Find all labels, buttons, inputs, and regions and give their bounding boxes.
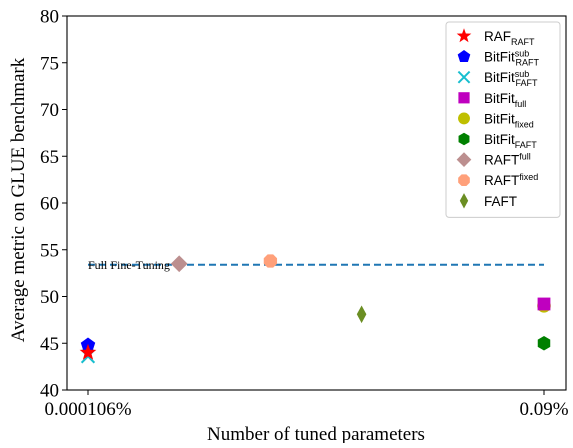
axes-group: 40 45 50 55 60 65 70 75 80 0.000106% 0.09% (40, 7, 569, 421)
legend-entry-label: BitFitsub FAFT (484, 69, 538, 88)
x-marker-stroke (457, 70, 471, 84)
legend-circle-marker (458, 112, 470, 125)
y-tick-label: 50 (40, 287, 59, 308)
y-tick-label: 55 (40, 240, 59, 261)
legend-box (445, 21, 561, 218)
legend-square-marker (458, 92, 470, 104)
points-group (79, 254, 551, 364)
legend-entry-label: RAFTfixed (484, 172, 538, 188)
legend-entry-label: BitFitsub RAFT (484, 49, 539, 68)
data-point-hexagon-marker (537, 336, 551, 351)
data-point-square-marker (537, 297, 551, 311)
x-axis-label: Number of tuned parameters (207, 424, 425, 443)
legend-entry-label: BitFitfull (484, 91, 526, 109)
legend-octagon-marker (458, 174, 470, 187)
x-tick-label: 0.000106% (44, 399, 131, 420)
x-tick-label: 0.09% (519, 399, 568, 420)
legend-pentagon-marker (457, 49, 471, 62)
y-tick-label: 75 (40, 53, 59, 74)
legend-x-marker (457, 70, 471, 84)
data-point-diamond-marker (170, 255, 188, 273)
legend-thin_diamond-marker (459, 193, 469, 209)
full-fine-tuning-label: Full Fine-Tuning (88, 258, 170, 272)
legend-entry-label: RAFRAFT (484, 29, 535, 47)
y-tick-label: 70 (40, 100, 59, 121)
legend-star-marker (456, 28, 472, 43)
reference-line-group: Full Fine-Tuning (88, 258, 544, 272)
data-point-octagon-marker (263, 254, 278, 268)
legend-entry-label: BitFitFAFT (484, 132, 537, 150)
legend-diamond-marker (456, 152, 472, 167)
y-axis-label: Average metric on GLUE benchmark (8, 57, 29, 342)
legend-hexagon-marker (458, 132, 470, 146)
y-tick-label: 80 (40, 7, 59, 28)
legend-entry-label: FAFT (484, 194, 517, 209)
y-tick-label: 40 (40, 381, 59, 402)
data-point-thin_diamond-marker (356, 305, 367, 324)
legend-entry-label: BitFitfixed (484, 111, 534, 129)
y-tick-label: 45 (40, 334, 59, 355)
legend-entry-label: RAFTfull (484, 152, 531, 168)
y-tick-label: 60 (40, 194, 59, 215)
y-tick-label: 65 (40, 147, 59, 168)
data-point-star-marker (79, 343, 97, 360)
